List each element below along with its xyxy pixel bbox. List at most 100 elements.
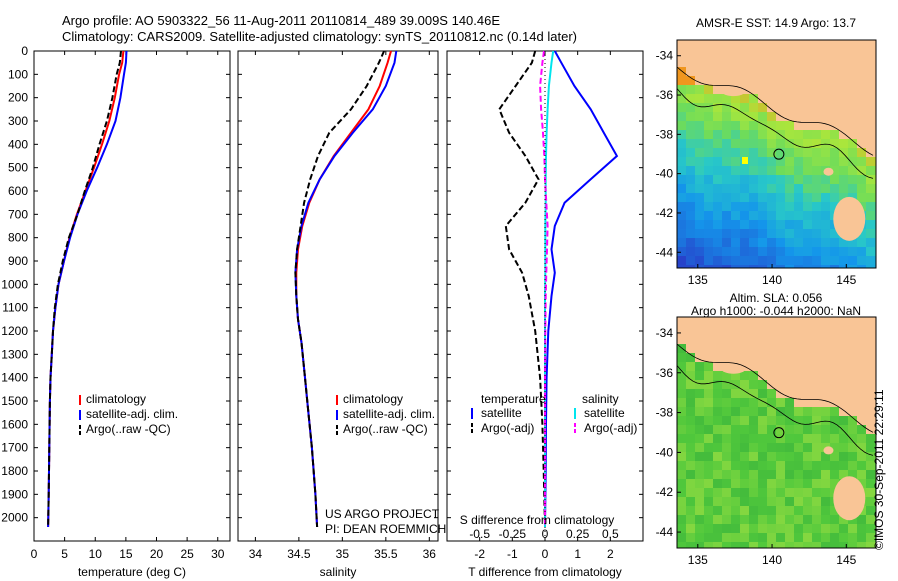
- map-cell: [677, 506, 686, 515]
- map-cell: [722, 193, 731, 202]
- map-cell: [821, 344, 830, 353]
- map-cell: [794, 470, 803, 479]
- map-cell: [731, 193, 740, 202]
- map-cell: [740, 58, 749, 67]
- map-cell: [758, 443, 767, 452]
- map-cell: [713, 380, 722, 389]
- map-cell: [758, 326, 767, 335]
- map-cell: [866, 265, 875, 268]
- map-cell: [803, 434, 812, 443]
- lon-tick-label: 140: [762, 273, 782, 287]
- map-cell: [749, 515, 758, 524]
- map-cell: [839, 371, 848, 380]
- map-cell: [695, 148, 704, 157]
- map-cell: [749, 229, 758, 238]
- map-cell: [767, 40, 776, 49]
- map-cell: [731, 470, 740, 479]
- kangaroo-island: [721, 86, 746, 97]
- map-cell: [812, 542, 821, 548]
- map-cell: [857, 139, 866, 148]
- map-cell: [758, 85, 767, 94]
- map-cell: [866, 229, 875, 238]
- map-cell: [794, 335, 803, 344]
- map-cell: [686, 166, 695, 175]
- map-cell: [857, 353, 866, 362]
- map-cell: [803, 497, 812, 506]
- map-cell: [731, 344, 740, 353]
- map-cell: [722, 515, 731, 524]
- map-cell: [776, 202, 785, 211]
- map-cell: [704, 49, 713, 58]
- map-cell: [776, 265, 785, 268]
- map-cell: [794, 371, 803, 380]
- map-cell: [713, 112, 722, 121]
- map-cell: [821, 94, 830, 103]
- map-cell: [830, 76, 839, 85]
- map-cell: [677, 533, 686, 542]
- map-cell: [821, 211, 830, 220]
- map-cell: [695, 238, 704, 247]
- map-cell: [776, 184, 785, 193]
- map-cell: [794, 229, 803, 238]
- map-cell: [713, 58, 722, 67]
- map-cell: [776, 193, 785, 202]
- map-cell: [857, 67, 866, 76]
- map-cell: [740, 371, 749, 380]
- map-cell: [866, 184, 875, 193]
- map-cell: [731, 461, 740, 470]
- map-cell: [758, 497, 767, 506]
- map-cell: [695, 362, 704, 371]
- map-cell: [812, 524, 821, 533]
- map-cell: [749, 85, 758, 94]
- map-cell: [830, 238, 839, 247]
- map-cell: [821, 103, 830, 112]
- map-cell: [794, 344, 803, 353]
- map-cell: [695, 211, 704, 220]
- map-cell: [695, 407, 704, 416]
- map-cell: [713, 40, 722, 49]
- map-cell: [767, 157, 776, 166]
- map-cell: [776, 94, 785, 103]
- map-cell: [830, 166, 839, 175]
- map-cell: [677, 121, 686, 130]
- map-cell: [740, 497, 749, 506]
- map-cell: [686, 479, 695, 488]
- map-cell: [794, 353, 803, 362]
- map-cell: [866, 103, 875, 112]
- map-cell: [722, 121, 731, 130]
- map-cell: [848, 121, 857, 130]
- map-cell: [866, 407, 875, 416]
- map-cell: [848, 452, 857, 461]
- map-cell: [722, 40, 731, 49]
- map-cell: [677, 103, 686, 112]
- map-cell: [740, 506, 749, 515]
- map-cell: [857, 389, 866, 398]
- map-cell: [713, 148, 722, 157]
- map-cell: [839, 247, 848, 256]
- map-cell: [740, 166, 749, 175]
- map-cell: [803, 76, 812, 85]
- map-cell: [794, 202, 803, 211]
- map-cell: [686, 497, 695, 506]
- map-cell: [731, 184, 740, 193]
- map-cell: [695, 515, 704, 524]
- map-cell: [677, 407, 686, 416]
- map-cell: [785, 157, 794, 166]
- map-cell: [713, 211, 722, 220]
- map-cell: [758, 362, 767, 371]
- map-cell: [794, 265, 803, 268]
- map-cell: [857, 524, 866, 533]
- map-cell: [803, 256, 812, 265]
- map-cell: [857, 317, 866, 326]
- map-cell: [686, 515, 695, 524]
- map-cell: [866, 515, 875, 524]
- map-cell: [740, 265, 749, 268]
- map-cell: [722, 407, 731, 416]
- map-cell: [704, 479, 713, 488]
- map-cell: [866, 398, 875, 407]
- map-cell: [812, 103, 821, 112]
- map-cell: [722, 256, 731, 265]
- map-cell: [713, 443, 722, 452]
- map-cell: [695, 353, 704, 362]
- map-cell: [767, 389, 776, 398]
